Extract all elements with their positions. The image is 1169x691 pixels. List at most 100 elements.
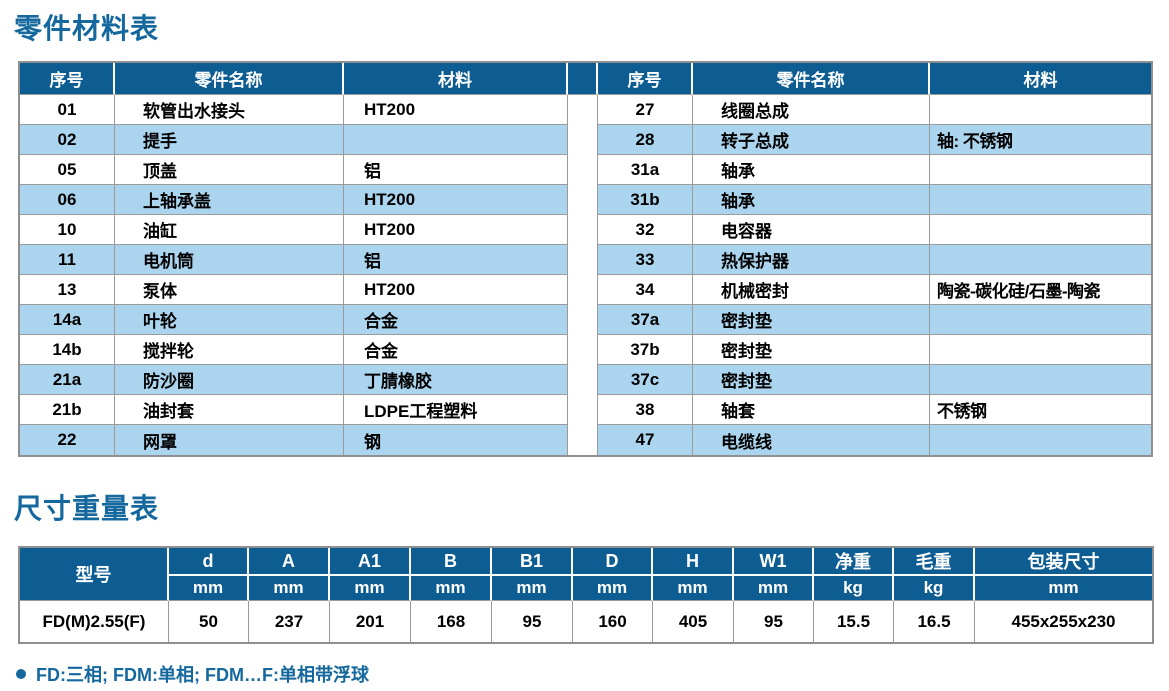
part-name-cell: 顶盖	[115, 155, 344, 186]
part-number-cell: 31b	[598, 185, 693, 216]
part-material-cell	[930, 95, 1151, 126]
part-material-cell	[930, 305, 1151, 336]
part-material-cell: 轴: 不锈钢	[930, 125, 1151, 156]
part-material-cell: HT200	[344, 215, 568, 246]
header-spacer	[568, 63, 598, 96]
part-number-cell: 01	[20, 95, 115, 126]
col-header-unit: mm	[249, 576, 330, 602]
col-header-dimension: B	[411, 548, 492, 577]
part-material-cell: 铝	[344, 245, 568, 276]
model-value-cell: FD(M)2.55(F)	[20, 601, 169, 643]
col-header-model: 型号	[20, 548, 169, 602]
part-material-cell: 丁腈橡胶	[344, 365, 568, 396]
part-number-cell: 27	[598, 95, 693, 126]
part-material-cell: HT200	[344, 95, 568, 126]
part-name-cell: 网罩	[115, 425, 344, 456]
dimension-value-cell: 405	[653, 601, 734, 643]
col-header-dimension: 包装尺寸	[975, 548, 1152, 577]
col-header-unit: mm	[330, 576, 411, 602]
dimension-value-cell: 237	[249, 601, 330, 643]
part-material-cell	[930, 155, 1151, 186]
part-material-cell	[344, 125, 568, 156]
col-header-unit: mm	[411, 576, 492, 602]
dimension-value-cell: 15.5	[814, 601, 894, 643]
part-name-cell: 泵体	[115, 275, 344, 306]
part-number-cell: 11	[20, 245, 115, 276]
part-material-cell: LDPE工程塑料	[344, 395, 568, 426]
size-header-row-units: mm mm mm mm mm mm mm mm kg kg mm	[20, 576, 1152, 602]
part-name-cell: 密封垫	[693, 335, 930, 366]
dimensions-weight-table: 型号 d A A1 B B1 D H W1 净重 毛重 包装尺寸 mm mm mm mm mm mm mm mm kg k…	[18, 546, 1154, 645]
part-material-cell	[930, 425, 1151, 456]
part-material-cell: HT200	[344, 275, 568, 306]
parts-row: 14a 叶轮 合金 37a 密封垫	[20, 305, 1151, 336]
part-name-cell: 油缸	[115, 215, 344, 246]
col-header-part-name: 零件名称	[693, 63, 930, 96]
part-name-cell: 上轴承盖	[115, 185, 344, 216]
parts-row: 21b 油封套 LDPE工程塑料 38 轴套 不锈钢	[20, 395, 1151, 426]
col-header-part-name: 零件名称	[115, 63, 344, 96]
part-name-cell: 搅拌轮	[115, 335, 344, 366]
col-header-dimension: H	[653, 548, 734, 577]
col-header-dimension: 毛重	[894, 548, 975, 577]
parts-row: 13 泵体 HT200 34 机械密封 陶瓷-碳化硅/石墨-陶瓷	[20, 275, 1151, 306]
part-name-cell: 软管出水接头	[115, 95, 344, 126]
parts-row: 02 提手 28 转子总成 轴: 不锈钢	[20, 125, 1151, 156]
row-spacer	[568, 125, 598, 156]
parts-materials-table: 序号 零件名称 材料 序号 零件名称 材料 01 软管出水接头 HT200 27 线圈总成 02 提手…	[18, 61, 1153, 458]
col-header-dimension: 净重	[814, 548, 894, 577]
part-material-cell: 不锈钢	[930, 395, 1151, 426]
part-name-cell: 线圈总成	[693, 95, 930, 126]
part-name-cell: 密封垫	[693, 305, 930, 336]
row-spacer	[568, 245, 598, 276]
part-number-cell: 14b	[20, 335, 115, 366]
dimension-value-cell: 160	[573, 601, 653, 643]
footnote-text: FD:三相; FDM:单相; FDM…F:单相带浮球	[36, 665, 369, 686]
col-header-material: 材料	[930, 63, 1151, 96]
size-table-body: FD(M)2.55(F) 50 237 201 168 95 160 405 95 15.5 16.…	[20, 601, 1152, 643]
row-spacer	[568, 185, 598, 216]
part-number-cell: 33	[598, 245, 693, 276]
part-name-cell: 防沙圈	[115, 365, 344, 396]
parts-table-header: 序号 零件名称 材料 序号 零件名称 材料	[20, 63, 1151, 96]
part-number-cell: 21b	[20, 395, 115, 426]
bullet-icon	[16, 669, 26, 680]
part-material-cell	[930, 335, 1151, 366]
col-header-dimension: W1	[734, 548, 814, 577]
part-name-cell: 电机筒	[115, 245, 344, 276]
part-name-cell: 轴承	[693, 185, 930, 216]
col-header-unit: mm	[169, 576, 249, 602]
part-material-cell: HT200	[344, 185, 568, 216]
part-name-cell: 油封套	[115, 395, 344, 426]
parts-table-body: 01 软管出水接头 HT200 27 线圈总成 02 提手 28 转子总成 轴: 不锈钢 05 顶盖铝…	[20, 95, 1151, 456]
row-spacer	[568, 365, 598, 396]
part-name-cell: 轴套	[693, 395, 930, 426]
part-name-cell: 电缆线	[693, 425, 930, 456]
part-name-cell: 机械密封	[693, 275, 930, 306]
col-header-dimension: A	[249, 548, 330, 577]
size-table-header: 型号 d A A1 B B1 D H W1 净重 毛重 包装尺寸 mm mm mm mm mm mm mm mm kg k…	[20, 548, 1152, 602]
dimension-value-cell: 201	[330, 601, 411, 643]
part-number-cell: 02	[20, 125, 115, 156]
row-spacer	[568, 395, 598, 426]
size-data-row: FD(M)2.55(F) 50 237 201 168 95 160 405 95 15.5 16.…	[20, 601, 1152, 643]
part-number-cell: 13	[20, 275, 115, 306]
part-number-cell: 34	[598, 275, 693, 306]
col-header-material: 材料	[344, 63, 568, 96]
part-name-cell: 叶轮	[115, 305, 344, 336]
parts-row: 01 软管出水接头 HT200 27 线圈总成	[20, 95, 1151, 126]
part-number-cell: 14a	[20, 305, 115, 336]
part-number-cell: 06	[20, 185, 115, 216]
col-header-dimension: d	[169, 548, 249, 577]
part-number-cell: 28	[598, 125, 693, 156]
footnote: FD:三相; FDM:单相; FDM…F:单相带浮球	[16, 661, 1169, 687]
col-header-unit: mm	[573, 576, 653, 602]
dimension-value-cell: 95	[492, 601, 573, 643]
parts-table-title: 零件材料表	[14, 13, 160, 44]
part-material-cell: 合金	[344, 335, 568, 366]
parts-row: 14b 搅拌轮 合金 37b 密封垫	[20, 335, 1151, 366]
part-number-cell: 05	[20, 155, 115, 186]
col-header-number: 序号	[20, 63, 115, 96]
part-number-cell: 37a	[598, 305, 693, 336]
